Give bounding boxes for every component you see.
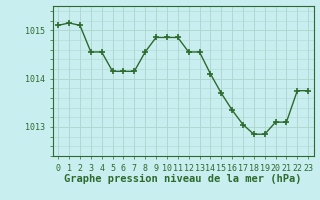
X-axis label: Graphe pression niveau de la mer (hPa): Graphe pression niveau de la mer (hPa)	[64, 174, 302, 184]
